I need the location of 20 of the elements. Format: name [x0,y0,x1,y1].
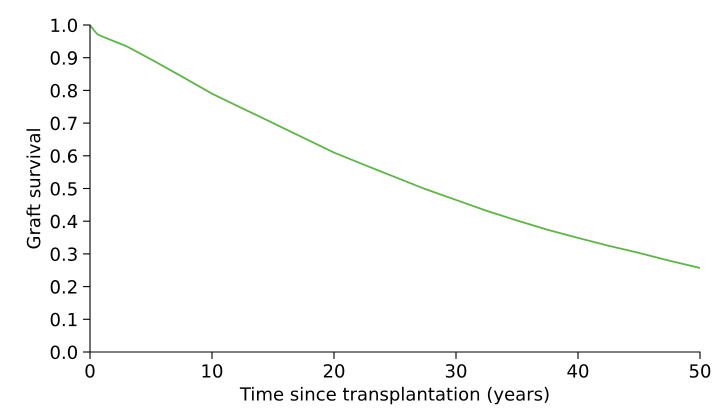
line-series [90,25,700,269]
x-tick-label: 10 [202,364,222,378]
x-tick-label: 0 [85,364,95,378]
y-tick-label: 0.1 [50,312,77,326]
x-tick-label: 50 [690,364,710,378]
y-tick-label: 0.2 [50,280,76,294]
y-tick-label: 0.3 [50,247,77,262]
y-tick-label: 0.5 [50,182,77,196]
x-tick-label: 20 [324,364,344,378]
y-tick-label: 0.8 [50,84,77,98]
y-tick-label: 0.9 [50,51,77,65]
x-axis-title: Time since transplantation (years) [240,386,549,404]
y-tick-label: 0.0 [50,345,77,360]
y-tick-label: 0.4 [50,214,78,228]
y-tick-label: 1.0 [51,18,77,32]
y-tick-label: 0.6 [50,149,78,163]
x-tick-label: 40 [567,364,588,378]
y-tick-label: 0.7 [50,116,77,130]
y-axis-title: Graft survival [26,129,40,249]
x-tick-label: 30 [446,364,466,378]
